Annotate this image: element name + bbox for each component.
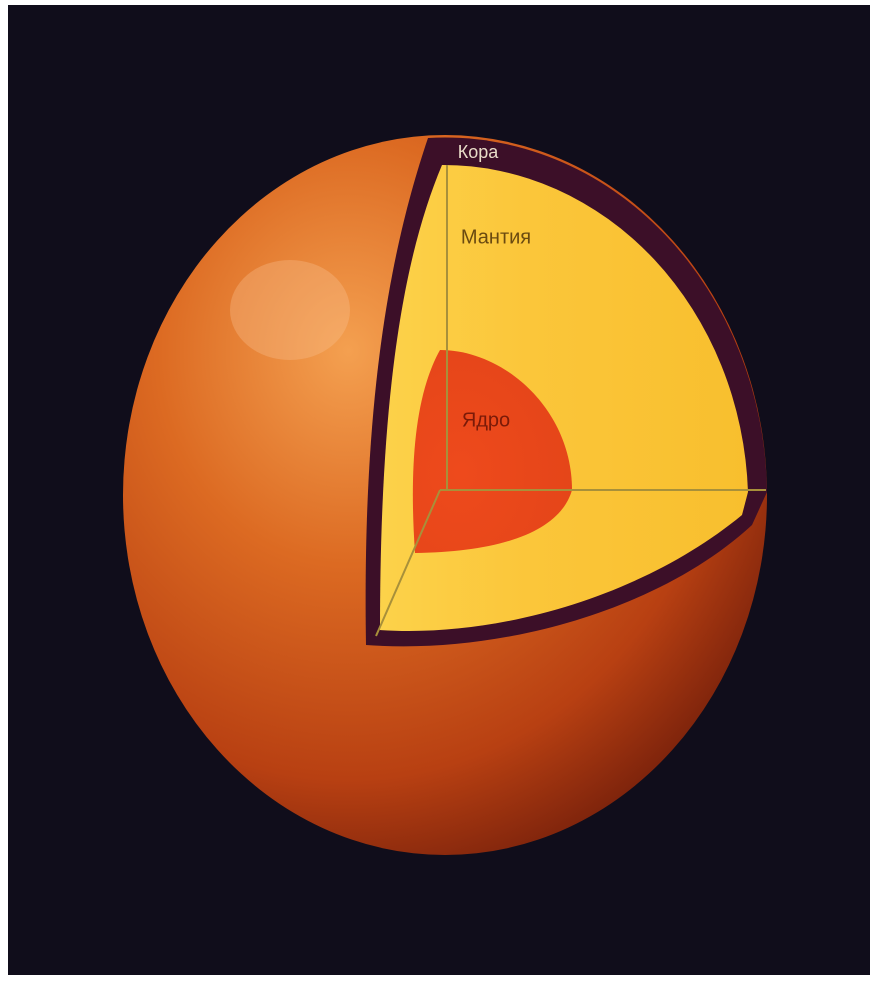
mantle-label: Мантия [461,226,531,248]
highlight [230,260,350,360]
axis-line [375,489,441,637]
crust-label: Кора [458,142,500,162]
core [412,350,572,553]
core-label: Ядро [462,409,510,431]
